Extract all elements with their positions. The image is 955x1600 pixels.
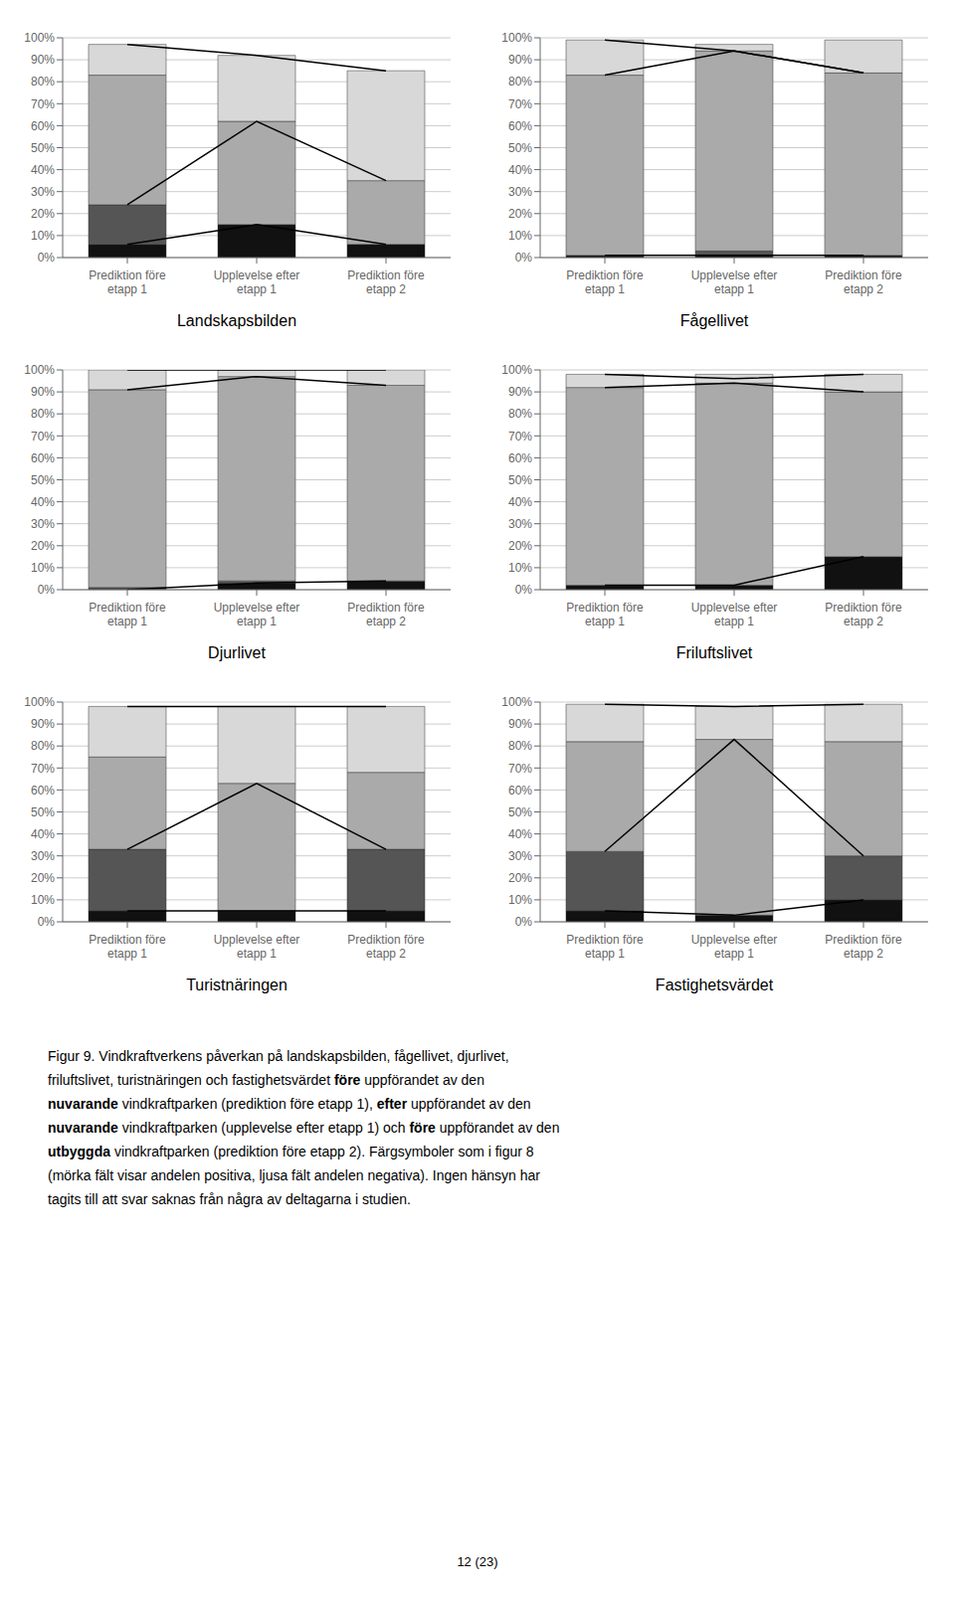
svg-text:Upplevelse efteretapp 1: Upplevelse efteretapp 1 [691,933,778,961]
html-text:Fågellivet: Fågellivet [680,312,749,330]
svg-text:100%: 100% [23,30,55,45]
svg-text:60%: 60% [30,119,55,134]
svg-text:30%: 30% [30,849,55,864]
svg-text:Prediktion föreetapp 2: Prediktion föreetapp 2 [347,600,425,629]
svg-text:100%: 100% [501,695,533,710]
svg-text:50%: 50% [30,141,55,156]
svg-text:80%: 80% [508,74,533,89]
svg-text:Upplevelse efteretapp 1: Upplevelse efteretapp 1 [213,600,301,629]
html-text:Friluftslivet: Friluftslivet [676,644,753,662]
svg-text:70%: 70% [508,97,533,112]
svg-text:100%: 100% [501,30,533,45]
svg-text:Prediktion föreetapp 1: Prediktion föreetapp 1 [566,600,644,629]
svg-text:30%: 30% [30,517,55,532]
svg-text:60%: 60% [508,119,533,134]
svg-text:Prediktion föreetapp 1: Prediktion föreetapp 1 [88,268,167,297]
svg-text:Prediktion föreetapp 2: Prediktion föreetapp 2 [347,268,425,297]
svg-text:100%: 100% [23,363,55,378]
svg-text:Prediktion föreetapp 1: Prediktion föreetapp 1 [88,933,167,961]
svg-text:0%: 0% [515,250,534,265]
svg-text:50%: 50% [508,805,533,820]
svg-text:Upplevelse efteretapp 1: Upplevelse efteretapp 1 [691,268,778,297]
svg-text:0%: 0% [37,250,56,265]
svg-text:20%: 20% [30,206,55,221]
html-text:Fastighetsvärdet: Fastighetsvärdet [655,976,774,994]
svg-text:90%: 90% [30,384,55,399]
svg-text:20%: 20% [30,871,55,886]
svg-text:0%: 0% [37,915,56,930]
svg-text:50%: 50% [30,473,55,488]
svg-text:Prediktion föreetapp 1: Prediktion föreetapp 1 [566,933,644,961]
svg-text:70%: 70% [30,429,55,444]
html-text:nuvarande vindkraftparken (pre: nuvarande vindkraftparken (prediktion fö… [47,1096,531,1113]
html-text:nuvarande vindkraftparken (upp: nuvarande vindkraftparken (upplevelse ef… [47,1120,560,1137]
svg-text:30%: 30% [508,185,533,199]
svg-text:60%: 60% [508,451,533,466]
svg-text:0%: 0% [37,582,56,597]
svg-text:0%: 0% [515,582,534,597]
svg-text:10%: 10% [30,561,55,575]
svg-text:20%: 20% [30,539,55,554]
svg-text:70%: 70% [30,97,55,112]
svg-text:50%: 50% [508,473,533,488]
svg-text:40%: 40% [508,163,533,178]
svg-text:40%: 40% [508,495,533,510]
svg-text:100%: 100% [501,363,533,378]
html-text:Turistnäringen: Turistnäringen [186,976,288,994]
svg-text:80%: 80% [508,406,533,421]
svg-text:Prediktion föreetapp 2: Prediktion föreetapp 2 [824,268,903,297]
svg-text:Prediktion föreetapp 2: Prediktion föreetapp 2 [347,933,425,961]
svg-text:60%: 60% [30,451,55,466]
svg-text:90%: 90% [508,717,533,732]
svg-text:60%: 60% [508,783,533,798]
svg-text:80%: 80% [508,739,533,754]
html-text:Landskapsbilden: Landskapsbilden [177,312,297,330]
svg-text:Upplevelse efteretapp 1: Upplevelse efteretapp 1 [213,268,301,297]
svg-text:80%: 80% [30,74,55,89]
svg-text:20%: 20% [508,871,533,886]
svg-text:Prediktion föreetapp 1: Prediktion föreetapp 1 [566,268,644,297]
svg-text:90%: 90% [508,384,533,399]
svg-text:30%: 30% [508,517,533,532]
svg-text:40%: 40% [30,495,55,510]
html-text:Djurlivet: Djurlivet [208,644,266,662]
svg-text:Upplevelse efteretapp 1: Upplevelse efteretapp 1 [213,933,301,961]
svg-text:30%: 30% [30,185,55,199]
html-text:12 (23): 12 (23) [457,1554,498,1570]
svg-text:10%: 10% [30,228,55,243]
svg-text:90%: 90% [30,717,55,732]
svg-text:100%: 100% [23,695,55,710]
svg-text:70%: 70% [30,762,55,776]
svg-text:10%: 10% [508,561,533,575]
svg-text:Prediktion föreetapp 1: Prediktion föreetapp 1 [88,600,167,629]
svg-text:Prediktion föreetapp 2: Prediktion föreetapp 2 [824,600,903,629]
svg-text:70%: 70% [508,429,533,444]
svg-text:50%: 50% [30,805,55,820]
svg-text:90%: 90% [30,52,55,67]
svg-text:60%: 60% [30,783,55,798]
svg-text:20%: 20% [508,206,533,221]
html-text:utbyggda vindkraftparken (pred: utbyggda vindkraftparken (prediktion för… [47,1144,541,1208]
svg-text:20%: 20% [508,539,533,554]
svg-text:80%: 80% [30,739,55,754]
html-text:Figur 9. Vindkraftverkens påve: Figur 9. Vindkraftverkens påverkan på la… [47,1048,509,1089]
svg-text:70%: 70% [508,762,533,776]
svg-text:40%: 40% [30,163,55,178]
svg-text:10%: 10% [30,893,55,908]
svg-text:Upplevelse efteretapp 1: Upplevelse efteretapp 1 [691,600,778,629]
svg-text:30%: 30% [508,849,533,864]
svg-text:40%: 40% [508,827,533,842]
svg-text:0%: 0% [515,915,534,930]
svg-text:40%: 40% [30,827,55,842]
svg-text:Prediktion föreetapp 2: Prediktion föreetapp 2 [824,933,903,961]
svg-text:80%: 80% [30,406,55,421]
svg-text:90%: 90% [508,52,533,67]
svg-text:50%: 50% [508,141,533,156]
svg-text:10%: 10% [508,893,533,908]
svg-text:10%: 10% [508,228,533,243]
